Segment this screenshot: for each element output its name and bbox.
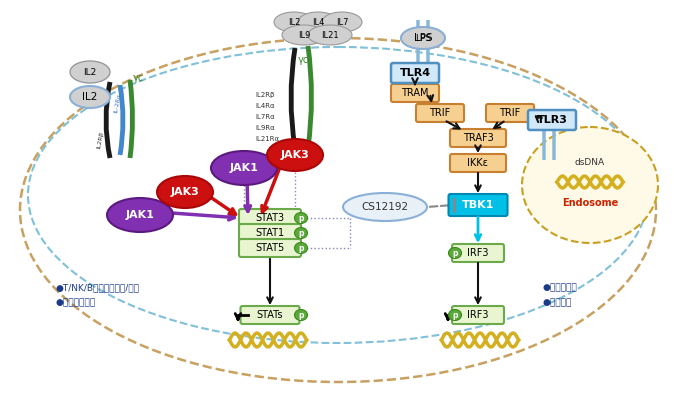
Text: p: p bbox=[298, 228, 304, 237]
FancyBboxPatch shape bbox=[240, 306, 300, 324]
Text: STAT3: STAT3 bbox=[255, 213, 285, 223]
FancyBboxPatch shape bbox=[486, 104, 534, 122]
Ellipse shape bbox=[294, 243, 308, 254]
Text: STAT1: STAT1 bbox=[255, 228, 285, 238]
FancyBboxPatch shape bbox=[452, 244, 504, 262]
Text: IL-2Rα: IL-2Rα bbox=[114, 93, 122, 113]
Ellipse shape bbox=[274, 12, 314, 32]
FancyBboxPatch shape bbox=[239, 239, 301, 257]
Ellipse shape bbox=[448, 248, 462, 258]
Ellipse shape bbox=[448, 310, 462, 320]
Text: ●抗感染免疫: ●抗感染免疫 bbox=[543, 284, 578, 293]
FancyBboxPatch shape bbox=[448, 194, 508, 216]
Text: IL4: IL4 bbox=[312, 17, 324, 26]
Text: p: p bbox=[298, 214, 304, 222]
Text: TRAF3: TRAF3 bbox=[462, 133, 493, 143]
Ellipse shape bbox=[70, 86, 110, 108]
Text: JAK3: JAK3 bbox=[281, 150, 309, 160]
Text: p: p bbox=[452, 248, 458, 258]
Text: IL2: IL2 bbox=[288, 17, 300, 26]
Ellipse shape bbox=[157, 176, 213, 208]
Ellipse shape bbox=[211, 151, 277, 185]
Text: TRIF: TRIF bbox=[500, 108, 520, 118]
Text: dsDNA: dsDNA bbox=[575, 158, 605, 167]
Text: IL2: IL2 bbox=[84, 68, 97, 77]
Ellipse shape bbox=[107, 198, 173, 232]
Text: JAK1: JAK1 bbox=[230, 163, 259, 173]
Text: γc: γc bbox=[132, 73, 144, 83]
Text: ●T/NK/B淋巴细胞分化/增殖: ●T/NK/B淋巴细胞分化/增殖 bbox=[55, 284, 139, 293]
Text: CS12192: CS12192 bbox=[361, 202, 408, 212]
Text: LPS: LPS bbox=[415, 34, 431, 43]
Text: IL2Rβ: IL2Rβ bbox=[255, 92, 274, 98]
Text: IL9Rα: IL9Rα bbox=[255, 125, 275, 131]
FancyBboxPatch shape bbox=[391, 63, 439, 83]
Text: IKKε: IKKε bbox=[468, 158, 489, 168]
Text: ●免疫记忆维持: ●免疫记忆维持 bbox=[55, 299, 95, 307]
Ellipse shape bbox=[308, 25, 352, 45]
Text: STATs: STATs bbox=[256, 310, 284, 320]
Text: STAT5: STAT5 bbox=[255, 243, 285, 253]
Ellipse shape bbox=[401, 27, 445, 49]
Ellipse shape bbox=[322, 12, 362, 32]
Ellipse shape bbox=[294, 310, 308, 320]
Ellipse shape bbox=[401, 27, 445, 49]
Text: IL9: IL9 bbox=[298, 30, 310, 40]
Text: IL4Rα: IL4Rα bbox=[255, 103, 275, 109]
Text: TBK1: TBK1 bbox=[462, 200, 494, 210]
Text: TLR3: TLR3 bbox=[537, 115, 568, 125]
Text: LPS: LPS bbox=[414, 33, 432, 43]
Text: IL2Rβ: IL2Rβ bbox=[96, 131, 104, 149]
Ellipse shape bbox=[267, 139, 323, 171]
FancyBboxPatch shape bbox=[391, 84, 439, 102]
Ellipse shape bbox=[294, 228, 308, 239]
Ellipse shape bbox=[294, 213, 308, 224]
FancyBboxPatch shape bbox=[452, 306, 504, 324]
FancyBboxPatch shape bbox=[239, 224, 301, 242]
Text: IL21: IL21 bbox=[321, 30, 339, 40]
FancyBboxPatch shape bbox=[450, 154, 506, 172]
Text: IRF3: IRF3 bbox=[467, 248, 489, 258]
Text: γc: γc bbox=[298, 55, 309, 65]
FancyBboxPatch shape bbox=[528, 110, 576, 130]
Text: JAK1: JAK1 bbox=[126, 210, 155, 220]
FancyBboxPatch shape bbox=[450, 129, 506, 147]
Ellipse shape bbox=[522, 127, 658, 243]
Text: IL7: IL7 bbox=[335, 17, 348, 26]
Text: IRF3: IRF3 bbox=[467, 310, 489, 320]
Text: p: p bbox=[298, 310, 304, 320]
FancyBboxPatch shape bbox=[416, 104, 464, 122]
Text: JAK3: JAK3 bbox=[171, 187, 199, 197]
Text: TRIF: TRIF bbox=[429, 108, 451, 118]
Text: Endosome: Endosome bbox=[562, 198, 618, 208]
Text: TRAM: TRAM bbox=[401, 88, 429, 98]
Text: p: p bbox=[298, 243, 304, 252]
Text: IL7Rα: IL7Rα bbox=[255, 114, 275, 120]
Text: IL21Rα: IL21Rα bbox=[255, 136, 279, 142]
FancyBboxPatch shape bbox=[239, 209, 301, 227]
Text: p: p bbox=[452, 310, 458, 320]
Text: IL2: IL2 bbox=[82, 92, 98, 102]
Ellipse shape bbox=[282, 25, 326, 45]
Ellipse shape bbox=[343, 193, 427, 221]
Text: TLR4: TLR4 bbox=[400, 68, 431, 78]
Text: ●炎症反应: ●炎症反应 bbox=[543, 299, 572, 307]
Ellipse shape bbox=[70, 61, 110, 83]
Ellipse shape bbox=[298, 12, 338, 32]
